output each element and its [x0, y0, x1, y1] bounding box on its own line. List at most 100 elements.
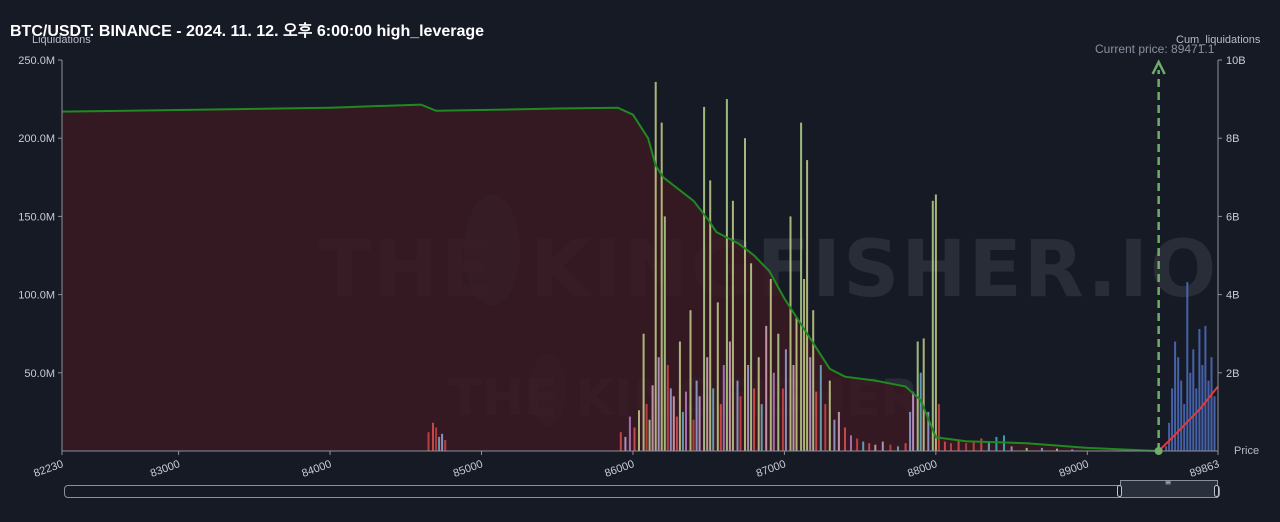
liquidation-bar	[709, 180, 712, 451]
liquidation-bar	[777, 333, 780, 451]
range-slider-track[interactable]	[64, 485, 1220, 498]
liquidation-bar	[432, 422, 434, 451]
liquidation-bar	[675, 416, 678, 451]
liquidation-bar	[706, 357, 709, 451]
liquidation-bar	[1025, 447, 1028, 451]
liquidation-bar	[931, 200, 934, 451]
liquidation-bar	[695, 380, 698, 451]
grip-icon: ≡	[1164, 478, 1172, 487]
liquidation-bar	[722, 365, 725, 451]
liquidation-bar	[1195, 388, 1198, 451]
liquidation-bar	[934, 194, 937, 451]
liquidation-bar	[725, 99, 728, 451]
liquidation-bar	[698, 396, 701, 451]
liquidation-bar	[731, 200, 734, 451]
liquidation-bar	[812, 310, 815, 451]
cumulative-short-line	[61, 103, 1159, 452]
liquidation-bar	[712, 388, 715, 451]
liquidation-bar	[427, 432, 430, 451]
right-axis-title: Cum_liquidations	[1176, 34, 1261, 46]
liquidation-bar	[781, 388, 784, 451]
liquidation-bar	[1183, 404, 1186, 451]
current-price-dot	[1154, 447, 1163, 455]
liquidation-bar	[438, 436, 441, 451]
liquidation-bar	[719, 404, 722, 451]
liquidation-bar	[728, 341, 731, 451]
liquidation-bar	[444, 440, 447, 451]
liquidation-bar	[716, 302, 719, 451]
liquidation-bar	[663, 216, 666, 451]
liquidation-bar	[1010, 446, 1013, 451]
liquidation-bar	[995, 436, 998, 451]
liquidation-bar	[922, 338, 925, 451]
liquidation-bar	[744, 138, 746, 451]
liquidation-bar	[757, 357, 760, 451]
x-tick-label: 89863	[1188, 458, 1221, 480]
liquidation-bar	[1189, 372, 1192, 451]
x-tick-label: 86000	[603, 458, 636, 480]
chart-title: BTC/USDT: BINANCE - 2024. 11. 12. 오후 6:0…	[10, 23, 485, 40]
liquidation-bar	[800, 122, 803, 451]
liquidation-bar	[769, 279, 772, 451]
y-tick-label: 200.0M	[18, 133, 55, 145]
liquidation-bar	[648, 419, 651, 451]
arrow-up-icon	[1151, 59, 1166, 75]
liquidation-bar	[1198, 329, 1201, 451]
liquidation-bar	[678, 341, 681, 451]
cumulative-area	[62, 104, 1159, 451]
x-tick-label: 89000	[1058, 458, 1091, 480]
liquidation-bar	[657, 357, 660, 451]
liquidation-bar	[772, 372, 775, 451]
x-tick-label: 84000	[300, 458, 333, 480]
liquidation-bar	[1071, 449, 1074, 451]
liquidation-bar	[654, 81, 657, 452]
liquidation-bar	[792, 365, 795, 451]
x-tick-label: 82230	[32, 458, 65, 480]
y-tick-label: 250.0M	[18, 55, 55, 67]
cumulative-lines	[61, 103, 1219, 452]
liquidation-bar	[987, 441, 990, 451]
liquidation-bar	[1192, 349, 1195, 451]
liquidation-bar	[937, 404, 940, 451]
range-slider-right-handle[interactable]	[1214, 485, 1219, 497]
liquidation-bar	[881, 441, 884, 451]
x-tick-label: 88000	[906, 458, 939, 480]
cumulative-long-line	[1157, 385, 1219, 452]
x-tick-label: 85000	[452, 458, 485, 480]
liquidation-bar	[1056, 448, 1058, 451]
y-tick-label: 50.0M	[24, 368, 55, 380]
liquidation-bar	[943, 441, 946, 451]
liquidation-bar	[685, 391, 687, 451]
liquidation-bar	[689, 310, 692, 451]
liquidation-bar	[856, 438, 859, 451]
liquidation-bar	[747, 365, 750, 451]
x-tick-label: 87000	[755, 458, 788, 480]
liquidation-bar	[919, 372, 922, 451]
liquidation-bar	[824, 404, 827, 451]
liquidation-bar	[760, 404, 763, 451]
y2-tick-label: 4B	[1226, 290, 1239, 302]
x-tick-label: 83000	[149, 458, 182, 480]
liquidation-bar	[703, 106, 706, 452]
liquidation-bar	[784, 349, 787, 451]
liquidation-bar	[828, 380, 831, 451]
liquidation-bar	[950, 443, 952, 451]
liquidation-bar	[633, 427, 636, 451]
liquidation-bar	[666, 365, 669, 451]
range-slider-left-handle[interactable]	[1117, 485, 1122, 497]
liquidation-bar	[624, 436, 627, 451]
y2-tick-label: 8B	[1226, 133, 1239, 145]
liquidation-bar	[1186, 282, 1189, 451]
current-price-label: Current price: 89471.1	[1095, 42, 1215, 56]
liquidation-bar	[927, 411, 930, 451]
liquidation-bar	[789, 216, 792, 451]
current-price-marker	[1151, 59, 1166, 455]
x-axis-title: Price	[1234, 445, 1260, 457]
liquidation-bar	[669, 388, 672, 451]
liquidation-bar	[874, 444, 877, 451]
liquidation-bar	[750, 263, 753, 451]
liquidation-bar	[795, 318, 798, 451]
liquidation-bar	[1171, 388, 1174, 451]
liquidation-bar	[806, 160, 809, 451]
